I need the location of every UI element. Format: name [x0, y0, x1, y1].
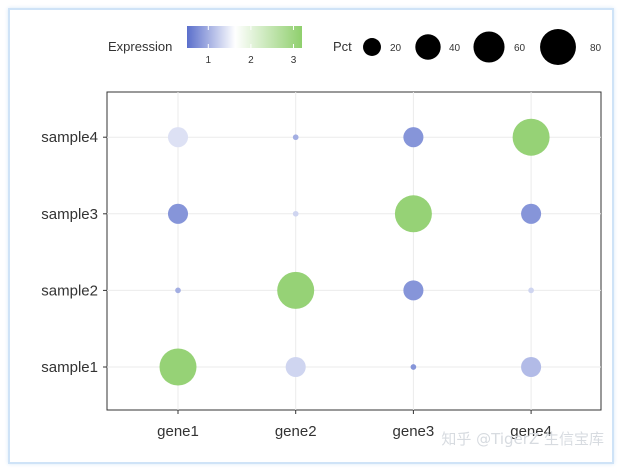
point-gene4-sample1 [521, 356, 542, 378]
size-legend-label: 40 [449, 43, 461, 54]
size-legend-key [415, 34, 441, 60]
color-legend-title: Expression [108, 39, 172, 54]
size-legend-key [473, 31, 505, 63]
point-gene4-sample4 [512, 118, 550, 156]
size-legend-label: 60 [514, 43, 526, 54]
point-gene1-sample4 [167, 127, 189, 148]
point-gene3-sample1 [410, 364, 417, 370]
point-gene2-sample3 [292, 210, 299, 217]
color-legend-label: 3 [291, 55, 297, 66]
point-gene3-sample3 [394, 195, 432, 233]
y-tick-label: sample4 [41, 129, 98, 146]
x-tick-label: gene3 [393, 423, 435, 440]
size-legend: Pct 20 40 60 80 [333, 29, 602, 65]
point-gene4-sample2 [528, 287, 534, 294]
x-tick-label: gene2 [275, 423, 317, 440]
size-legend-key [540, 29, 576, 65]
point-gene1-sample1 [159, 348, 197, 386]
y-tick-label: sample3 [41, 206, 98, 223]
x-tick-label: gene1 [157, 423, 199, 440]
point-gene3-sample4 [403, 127, 424, 148]
point-gene4-sample3 [521, 203, 542, 224]
x-tick-label: gene4 [510, 423, 552, 440]
point-gene1-sample2 [175, 287, 181, 294]
size-legend-title: Pct [333, 39, 352, 54]
color-legend-label: 1 [206, 55, 212, 66]
watermark: 知乎 @TigerZ 生信宝库 [441, 430, 604, 448]
size-legend-label: 80 [590, 43, 602, 54]
point-gene3-sample2 [403, 280, 424, 301]
color-legend: Expression 1 2 3 [108, 26, 302, 66]
point-gene2-sample1 [285, 356, 306, 378]
size-legend-label: 20 [390, 43, 402, 54]
color-legend-bar [187, 26, 302, 48]
color-legend-label: 2 [248, 55, 254, 66]
y-tick-label: sample2 [41, 282, 98, 299]
point-gene2-sample2 [277, 271, 315, 309]
point-gene1-sample3 [167, 203, 189, 224]
point-gene2-sample4 [292, 134, 299, 141]
size-legend-key [363, 38, 381, 56]
y-tick-label: sample1 [41, 359, 98, 376]
